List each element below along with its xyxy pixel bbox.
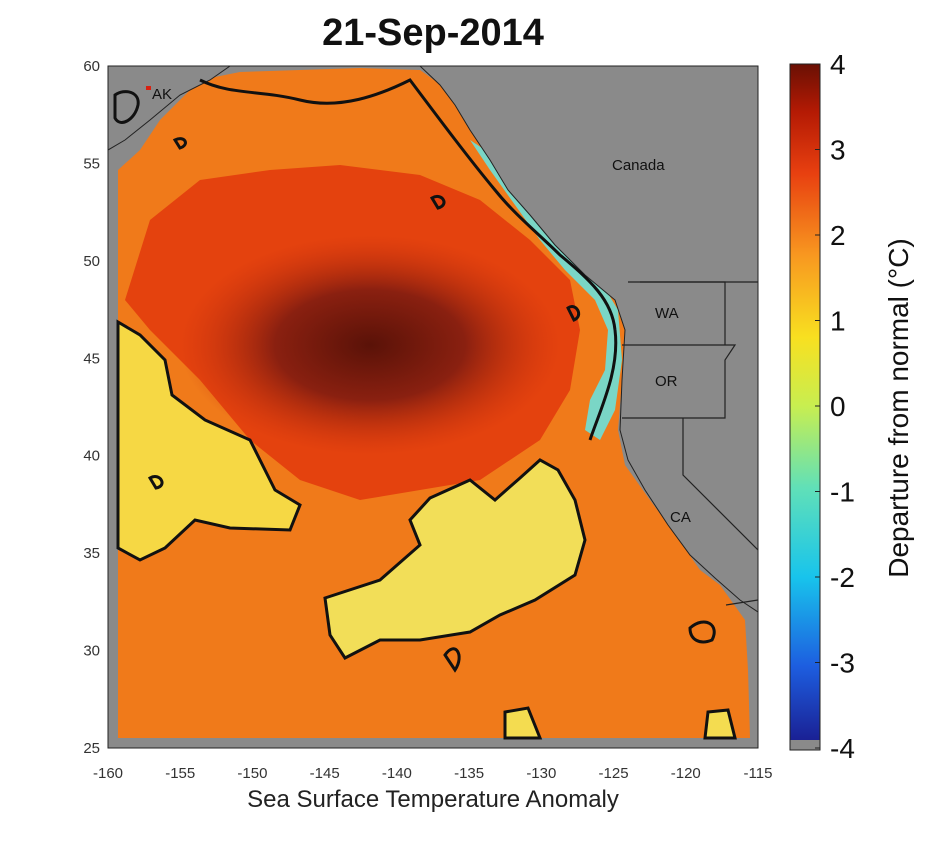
y-tick-label: 60	[83, 58, 100, 75]
colorbar-frame	[789, 63, 821, 751]
y-tick-label: 45	[83, 350, 100, 367]
contour-loop-3	[566, 305, 581, 322]
alaska-land	[108, 66, 231, 151]
x-axis-label: Sea Surface Temperature Anomaly	[247, 786, 619, 813]
x-tick-label: -115	[744, 765, 773, 782]
x-tick-label: -120	[671, 765, 701, 782]
y-tick-label: 55	[83, 155, 100, 172]
contour-loop-4	[147, 475, 164, 490]
ca-nv-border	[682, 418, 758, 551]
colorbar-tick-label: -4	[830, 733, 855, 764]
colorbar-land-swatch	[790, 740, 820, 750]
y-tick-label: 50	[83, 253, 100, 270]
colorbar-tick-label: 4	[830, 49, 846, 80]
colorbar-tick-labels: 4 3 2 1 0 -1 -2 -3 -4	[815, 49, 855, 764]
us-mexico-border	[725, 599, 758, 606]
plot-frame	[107, 65, 759, 749]
cool-patch-central	[323, 458, 587, 660]
colorbar-tick-label: 1	[830, 306, 846, 337]
contour-loop-6	[443, 647, 461, 673]
colorbar-tick-label: -3	[830, 648, 855, 679]
x-tick-label: -135	[454, 765, 484, 782]
colorbar-tick-label: 0	[830, 391, 846, 422]
y-tick-labels: 60 55 50 45 40 35 30 25	[83, 58, 100, 757]
contour-alaska	[113, 90, 140, 124]
contour-loop-5	[688, 620, 716, 644]
cool-patch-south	[503, 706, 543, 740]
x-tick-label: -145	[310, 765, 340, 782]
x-tick-label: -150	[237, 765, 267, 782]
label-canada: Canada	[612, 157, 665, 174]
x-tick-label: -155	[165, 765, 195, 782]
map-area	[108, 66, 758, 748]
cool-patch-west	[116, 319, 302, 562]
contour-loop-1	[172, 137, 187, 150]
coastal-cool-strip	[470, 140, 622, 440]
contour-loop-2	[429, 195, 446, 210]
cool-patch-se	[703, 708, 737, 740]
x-tick-label: -140	[382, 765, 412, 782]
colorbar-tick-label: 2	[830, 220, 846, 251]
colorbar-tick-label: -1	[830, 477, 855, 508]
map-title: 21-Sep-2014	[322, 12, 544, 54]
label-ak: AK	[152, 86, 172, 103]
label-wa: WA	[655, 305, 679, 322]
or-ca-border	[622, 344, 737, 419]
x-tick-label: -160	[93, 765, 123, 782]
colorbar-tick-label: -2	[830, 562, 855, 593]
y-tick-label: 30	[83, 643, 100, 660]
north-america-land	[419, 66, 758, 613]
label-ca: CA	[670, 509, 691, 526]
y-tick-label: 25	[83, 740, 100, 757]
ak-red-speck	[146, 86, 151, 90]
warm-core	[180, 235, 560, 455]
y-tick-label: 35	[83, 545, 100, 562]
contour-line-north	[199, 78, 618, 441]
colorbar-tick-label: 3	[830, 135, 846, 166]
colorbar-label: Departure from normal (°C)	[883, 238, 914, 578]
x-tick-labels: -160 -155 -150 -145 -140 -135 -130 -125 -120 -115	[93, 765, 772, 782]
x-tick-label: -125	[599, 765, 629, 782]
x-tick-label: -130	[526, 765, 556, 782]
label-or: OR	[655, 373, 678, 390]
y-tick-label: 40	[83, 448, 100, 465]
